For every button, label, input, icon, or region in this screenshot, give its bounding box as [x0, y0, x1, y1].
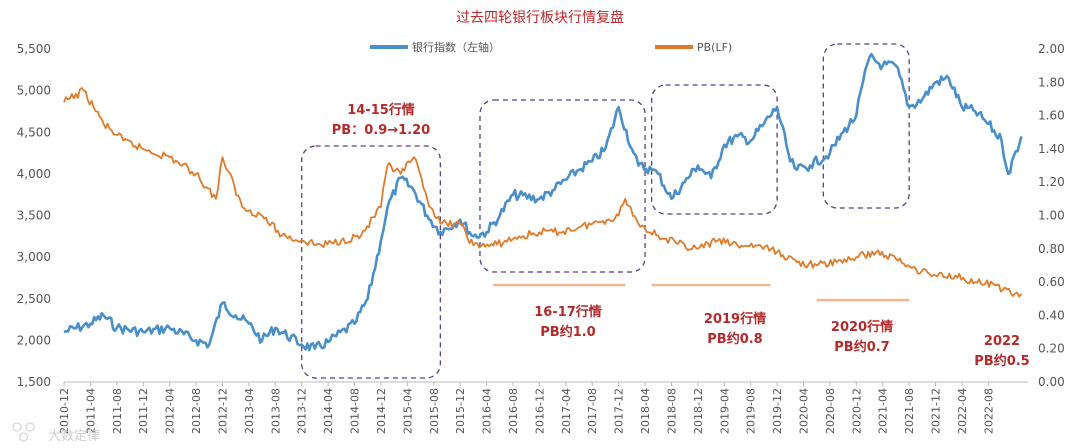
highlight-box	[479, 99, 646, 273]
x-tick-label: 2017-08	[586, 388, 599, 434]
x-tick-label: 2013-08	[269, 388, 282, 434]
annotation-2020-line2: PB约0.7	[834, 339, 889, 355]
y-right-tick-label: 0.60	[1038, 275, 1065, 289]
highlight-box	[301, 145, 442, 379]
annotation-2016-line1: 16-17行情	[534, 304, 602, 320]
legend: 银行指数（左轴） PB(LF)	[370, 40, 732, 54]
x-tick-label: 2021-04	[877, 388, 890, 434]
y-right-tick-label: 1.60	[1038, 109, 1065, 123]
x-tick-label: 2013-04	[243, 388, 256, 434]
y-left-tick-label: 3,000	[17, 250, 51, 264]
annotation-2014-line1: 14-15行情	[347, 102, 415, 118]
x-tick-label: 2011-08	[111, 388, 124, 434]
y-left-tick-label: 4,500	[17, 125, 51, 139]
x-tick-label: 2018-08	[665, 388, 678, 434]
x-tick-label: 2020-08	[824, 388, 837, 434]
x-tick-label: 2017-12	[613, 388, 626, 434]
highlight-box	[650, 84, 778, 215]
x-tick-label: 2015-04	[401, 388, 414, 434]
watermark: 大数定律	[48, 429, 100, 444]
x-tick-label: 2018-04	[639, 388, 652, 434]
x-tick-label: 2022-04	[956, 388, 969, 434]
x-tick-label: 2016-04	[481, 388, 494, 434]
highlight-boxes	[301, 43, 910, 379]
legend-label-bank-index: 银行指数（左轴）	[412, 40, 500, 54]
x-tick-label: 2015-12	[454, 388, 467, 434]
legend-label-pb: PB(LF)	[697, 41, 732, 54]
pb-line	[63, 87, 1023, 298]
x-tick-label: 2018-12	[692, 388, 705, 434]
y-right-tick-label: 0.80	[1038, 242, 1065, 256]
x-tick-label: 2011-04	[84, 388, 97, 434]
x-tick-label: 2020-04	[798, 388, 811, 434]
x-tick-label: 2019-12	[771, 388, 784, 434]
y-right-tick-label: 2.00	[1038, 42, 1065, 56]
x-tick-label: 2019-04	[718, 388, 731, 434]
annotation-2022-line2: PB约0.5	[974, 353, 1029, 369]
x-tick-label: 2014-12	[375, 388, 388, 434]
x-tick-label: 2012-04	[164, 388, 177, 434]
annotation-2022-line1: 2022	[984, 334, 1020, 349]
annotation-2020-line1: 2020行情	[831, 319, 893, 335]
watermark-logo	[12, 422, 35, 442]
y-left-tick-label: 4,000	[17, 167, 51, 181]
annotation-2016-line2: PB约1.0	[540, 324, 595, 340]
y-left-tick-label: 2,500	[17, 292, 51, 306]
x-tick-label: 2019-08	[745, 388, 758, 434]
y-left-tick-label: 5,000	[17, 84, 51, 98]
x-tick-label: 2010-12	[58, 388, 71, 434]
chart-title: 过去四轮银行板块行情复盘	[456, 9, 624, 26]
y-right-tick-label: 1.00	[1038, 209, 1065, 223]
y-right-tick-label: 0.20	[1038, 342, 1065, 356]
x-tick-label: 2021-12	[930, 388, 943, 434]
x-tick-label: 2012-12	[216, 388, 229, 434]
x-tick-label: 2016-12	[533, 388, 546, 434]
x-tick-label: 2015-08	[428, 388, 441, 434]
x-tick-label: 2022-08	[982, 388, 995, 434]
y-right-tick-label: 1.40	[1038, 142, 1065, 156]
bank-index-line	[63, 52, 1023, 352]
x-tick-label: 2013-12	[296, 388, 309, 434]
x-tick-label: 2021-08	[903, 388, 916, 434]
x-tick-label: 2016-08	[507, 388, 520, 434]
left-y-axis: 1,500 2,000 2,500 3,000 3,500 4,000 4,500 5,000…	[17, 42, 51, 389]
x-tick-label: 2011-12	[137, 388, 150, 434]
y-right-tick-label: 0.40	[1038, 308, 1065, 322]
y-left-tick-label: 2,000	[17, 333, 51, 347]
x-tick-label: 2020-12	[850, 388, 863, 434]
series-lines	[63, 52, 1023, 352]
highlight-box	[822, 43, 910, 209]
y-right-tick-label: 1.80	[1038, 75, 1065, 89]
y-left-tick-label: 5,500	[17, 42, 51, 56]
x-tick-label: 2014-04	[322, 388, 335, 434]
annotation-2019-line2: PB约0.8	[707, 331, 762, 347]
x-axis: 2010-12 2011-04 2011-08 2011-12 2012-04 2012-…	[58, 382, 995, 434]
x-tick-label: 2014-08	[349, 388, 362, 434]
annotation-2019-line1: 2019行情	[704, 311, 766, 327]
right-y-axis: 0.00 0.20 0.40 0.60 0.80 1.00 1.20 1.40 1.60 1.80…	[1038, 42, 1065, 389]
annotation-2014-line2: PB：0.9→1.20	[332, 123, 430, 138]
y-right-tick-label: 0.00	[1038, 375, 1065, 389]
annotations: 14-15行情 PB：0.9→1.20 16-17行情 PB约1.0 2019行…	[332, 102, 1030, 369]
y-left-tick-label: 3,500	[17, 209, 51, 223]
x-tick-label: 2017-04	[560, 388, 573, 434]
y-right-tick-label: 1.20	[1038, 175, 1065, 189]
y-left-tick-label: 1,500	[17, 375, 51, 389]
x-tick-label: 2012-08	[190, 388, 203, 434]
